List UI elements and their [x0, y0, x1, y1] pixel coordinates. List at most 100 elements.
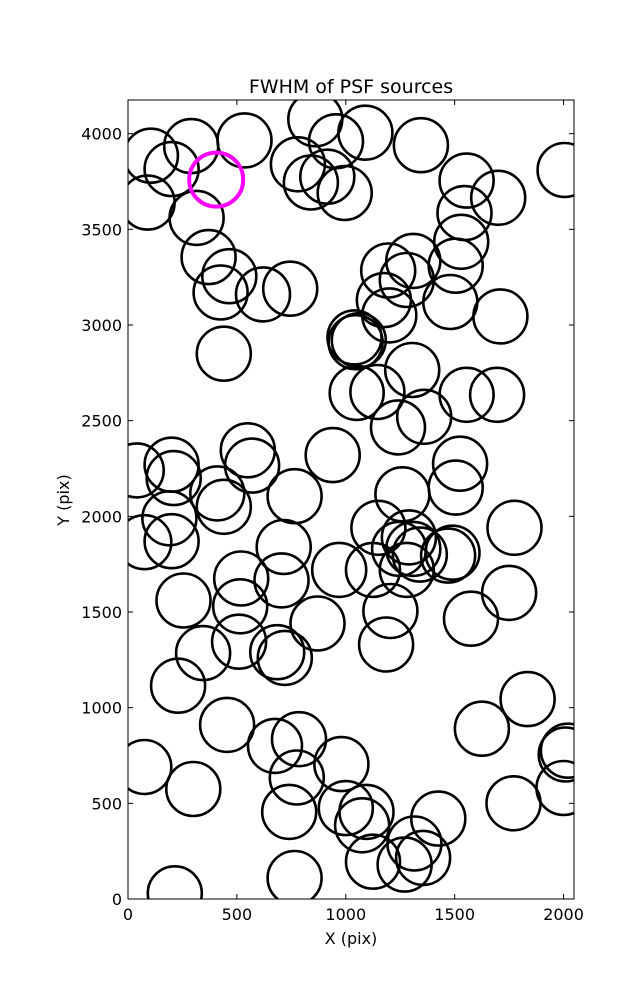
y-tick-label: 2500 [81, 412, 122, 431]
source-circle [266, 849, 323, 899]
source-circle [141, 489, 198, 547]
source-circle [394, 829, 452, 887]
y-axis: 0 500 1000 1500 2000 2500 3000 3500 4000 [81, 125, 574, 909]
source-circle [145, 449, 202, 507]
source-circle [317, 779, 375, 837]
source-circle [260, 783, 318, 841]
source-circle [453, 700, 511, 758]
source-circle [424, 524, 481, 582]
source-circle [330, 311, 388, 369]
source-circle [313, 735, 370, 793]
source-circle [409, 790, 467, 847]
source-circle [143, 140, 200, 198]
source-circle [333, 796, 391, 854]
source-circle [344, 541, 402, 599]
source-circle [383, 341, 441, 399]
source-circle [359, 242, 417, 299]
source-circle [378, 251, 436, 309]
source-circle [432, 213, 490, 271]
source-circle [350, 499, 407, 557]
source-circle [472, 288, 529, 345]
source-circle [307, 113, 365, 170]
source-circle [376, 836, 433, 893]
y-tick-label: 1000 [81, 699, 122, 718]
source-circle [369, 399, 427, 456]
source-circle [210, 613, 268, 671]
source-circle [485, 774, 542, 832]
source-circle [155, 572, 212, 629]
source-circle [328, 364, 386, 422]
source-circle [438, 366, 495, 424]
source-circle [255, 518, 313, 576]
source-circle [146, 865, 204, 899]
source-circle [143, 512, 200, 570]
source-circle [128, 442, 165, 499]
source-circle [391, 526, 449, 583]
x-tick-label: 1000 [325, 905, 366, 924]
y-tick-label: 3000 [81, 316, 122, 335]
chart-title: FWHM of PSF sources [249, 76, 453, 98]
source-circle [128, 127, 180, 184]
source-circle [469, 169, 527, 227]
source-circle [362, 582, 419, 640]
source-circle [421, 273, 479, 331]
source-circle [234, 266, 292, 323]
source-circle [442, 590, 500, 648]
source-circle [438, 152, 495, 209]
source-circle [337, 104, 394, 161]
source-circle [168, 189, 225, 247]
source-circle [499, 670, 556, 728]
y-tick-label: 1500 [81, 603, 122, 622]
plot-frame [127, 99, 575, 900]
x-tick-label: 1500 [434, 905, 475, 924]
source-circle [269, 136, 327, 193]
source-circle [180, 228, 237, 286]
source-circle [270, 710, 328, 768]
source-circle [537, 726, 574, 783]
source-circle [128, 513, 173, 571]
source-circle [149, 657, 207, 715]
source-circle [327, 313, 384, 371]
source-circle [261, 260, 319, 318]
source-circle [198, 696, 256, 754]
x-tick-label: 0 [123, 905, 133, 924]
x-axis: 0 500 1000 1500 2000 [123, 100, 584, 924]
source-circle [419, 527, 477, 584]
source-circle [378, 541, 436, 599]
x-tick-label: 2000 [543, 905, 584, 924]
x-axis-label: X (pix) [325, 929, 378, 948]
y-axis-label: Y (pix) [54, 474, 73, 526]
source-circle [212, 550, 270, 607]
source-circle [468, 366, 526, 424]
source-circle [349, 363, 406, 421]
source-circle [480, 564, 538, 622]
source-circle [310, 541, 368, 599]
source-circle [128, 738, 173, 796]
source-circle [380, 509, 438, 566]
source-circle [344, 833, 402, 891]
y-tick-label: 4000 [81, 125, 122, 144]
source-circle [289, 595, 346, 652]
data-points [128, 100, 574, 899]
source-circle [165, 760, 222, 818]
source-circle [355, 271, 413, 329]
source-circle [392, 116, 450, 174]
source-circle [195, 478, 253, 536]
source-circle [201, 247, 258, 305]
source-circle [256, 629, 314, 687]
source-circle [248, 623, 306, 681]
source-circle [298, 148, 356, 205]
x-tick-label: 500 [222, 905, 253, 924]
source-circle [268, 749, 326, 806]
source-circle [357, 616, 415, 673]
source-circle [223, 437, 281, 494]
source-circle [535, 759, 574, 817]
source-circle [427, 459, 485, 516]
source-circle [216, 112, 273, 169]
source-circle [436, 184, 493, 242]
source-circle [304, 426, 362, 484]
source-circle [316, 164, 374, 222]
source-circle [253, 552, 310, 609]
